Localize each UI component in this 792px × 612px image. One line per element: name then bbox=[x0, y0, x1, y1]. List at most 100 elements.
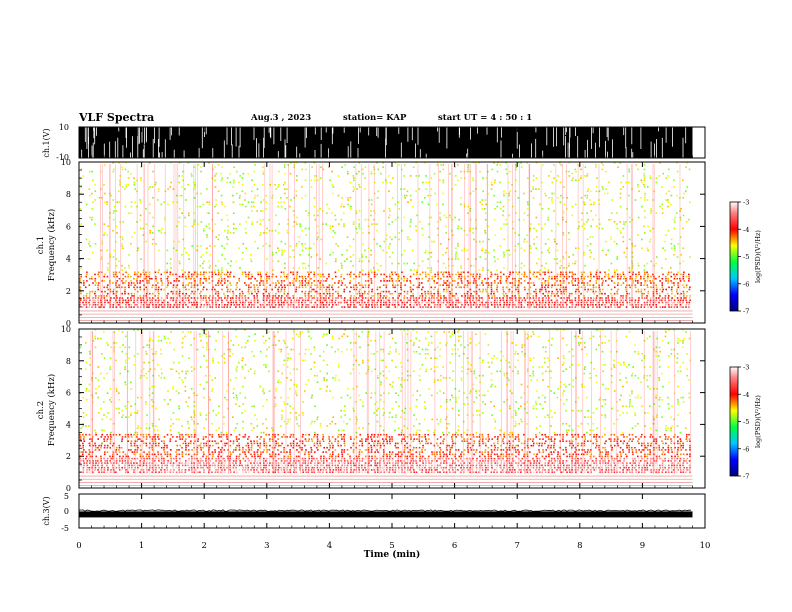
spectrogram-cell bbox=[481, 301, 483, 304]
spectrogram-cell bbox=[542, 277, 544, 280]
spectrogram-cell bbox=[616, 301, 619, 304]
spectrogram-cell bbox=[166, 464, 168, 467]
spectrogram-cell bbox=[397, 273, 400, 276]
spectrogram-cell bbox=[515, 306, 517, 308]
spectrogram-cell bbox=[275, 457, 277, 460]
spectrogram-cell bbox=[274, 466, 277, 469]
spectrogram-cell bbox=[505, 168, 508, 171]
spectrogram-cell bbox=[220, 462, 223, 464]
spectrogram-cell bbox=[184, 469, 187, 471]
spectrogram-cell bbox=[293, 214, 295, 217]
spectrogram-cell bbox=[115, 240, 117, 243]
spectrogram-cell bbox=[467, 168, 469, 171]
spectrogram-cell bbox=[644, 192, 646, 195]
spectrogram-cell bbox=[136, 299, 139, 302]
spectrogram-cell bbox=[472, 299, 474, 302]
spectrogram-cell bbox=[686, 301, 688, 304]
spectrogram-cell bbox=[592, 460, 594, 462]
spectrogram-cell bbox=[148, 212, 151, 214]
spectrogram-cell bbox=[482, 299, 484, 302]
spectrogram-cell bbox=[80, 223, 82, 225]
spectrogram-cell bbox=[308, 273, 310, 276]
spectrogram-cell bbox=[307, 306, 310, 308]
spectrogram-cell bbox=[578, 295, 580, 297]
spectrogram-cell bbox=[109, 216, 111, 219]
spectrogram-cell bbox=[220, 172, 222, 175]
spectrogram-cell bbox=[361, 284, 364, 286]
spectrogram-cell bbox=[667, 205, 669, 208]
spectrogram-cell bbox=[250, 286, 252, 289]
spectrogram-cell bbox=[578, 221, 581, 223]
spectrogram-cell bbox=[235, 460, 237, 462]
spectrogram-cell bbox=[610, 212, 613, 214]
spectrogram-cell bbox=[682, 227, 684, 230]
spectrogram-cell bbox=[86, 271, 88, 274]
spectrogram-cell bbox=[272, 295, 274, 297]
spectrogram-cell bbox=[688, 460, 691, 462]
spectrogram-cell bbox=[272, 269, 274, 271]
spectrogram-cell bbox=[587, 460, 589, 462]
spectrogram-cell bbox=[377, 297, 379, 299]
spectrogram-cell bbox=[635, 273, 637, 276]
spectrogram-cell bbox=[103, 232, 106, 234]
spectrogram-cell bbox=[314, 179, 316, 182]
spectrogram-cell bbox=[331, 212, 333, 214]
spectrogram-cell bbox=[379, 464, 381, 467]
spectrogram-cell bbox=[103, 295, 105, 297]
spectrogram-cell bbox=[565, 460, 568, 462]
spectrogram-cell bbox=[305, 304, 307, 306]
spectrogram-cell bbox=[535, 306, 537, 308]
spectrogram-cell bbox=[311, 297, 314, 299]
spectrogram-cell bbox=[518, 299, 520, 302]
spectrogram-cell bbox=[500, 275, 502, 278]
spectrogram-cell bbox=[505, 282, 508, 284]
spectrogram-cell bbox=[434, 460, 436, 462]
spectrogram-cell bbox=[179, 460, 182, 462]
spectrogram-cell bbox=[586, 290, 589, 293]
spectrogram-cell bbox=[587, 188, 590, 190]
spectrogram-cell bbox=[254, 194, 256, 197]
spectrogram-cell bbox=[565, 288, 567, 291]
spectrogram-cell bbox=[203, 464, 205, 467]
spectrogram-cell bbox=[310, 284, 313, 286]
spectrogram-cell bbox=[682, 247, 685, 249]
spectrogram-cell bbox=[310, 460, 313, 462]
spectrogram-cell bbox=[497, 282, 499, 284]
spectrogram-cell bbox=[554, 282, 556, 284]
spectrogram-cell bbox=[490, 288, 493, 291]
spectrogram-cell bbox=[508, 192, 510, 195]
spectrogram-cell bbox=[214, 179, 216, 182]
spectrogram-cell bbox=[391, 277, 393, 280]
spectrogram-cell bbox=[586, 172, 589, 175]
spectrogram-cell bbox=[625, 299, 627, 302]
spectrogram-cell bbox=[511, 299, 513, 302]
spectrogram-cell bbox=[172, 462, 175, 464]
spectrogram-cell bbox=[460, 271, 463, 274]
spectrogram-cell bbox=[332, 186, 335, 188]
spectrogram-cell bbox=[229, 232, 232, 234]
spectrogram-cell bbox=[649, 240, 651, 243]
spectrogram-cell bbox=[568, 464, 570, 467]
spectrogram-cell bbox=[472, 295, 474, 297]
spectrogram-cell bbox=[256, 466, 259, 469]
spectrogram-cell bbox=[227, 238, 229, 241]
spectrogram-cell bbox=[145, 462, 148, 464]
spectrogram-cell bbox=[440, 164, 442, 166]
spectrogram-cell bbox=[224, 297, 226, 299]
spectrogram-cell bbox=[421, 260, 424, 263]
spectrogram-cell bbox=[95, 460, 97, 462]
spectrogram-cell bbox=[85, 295, 88, 297]
spectrogram-cell bbox=[632, 462, 634, 464]
spectrogram-cell bbox=[650, 457, 652, 460]
spectrogram-cell bbox=[121, 286, 123, 289]
spectrogram-cell bbox=[230, 301, 232, 304]
spectrogram-cell bbox=[635, 275, 637, 278]
spectrogram-cell bbox=[247, 273, 250, 276]
spectrogram-cell bbox=[424, 304, 426, 306]
spectrogram-cell bbox=[328, 462, 331, 464]
spectrogram-cell bbox=[268, 460, 271, 462]
spectrogram-cell bbox=[364, 218, 367, 221]
spectrogram-cell bbox=[229, 299, 232, 302]
spectrogram-cell bbox=[641, 238, 643, 241]
spectrogram-cell bbox=[467, 164, 469, 166]
